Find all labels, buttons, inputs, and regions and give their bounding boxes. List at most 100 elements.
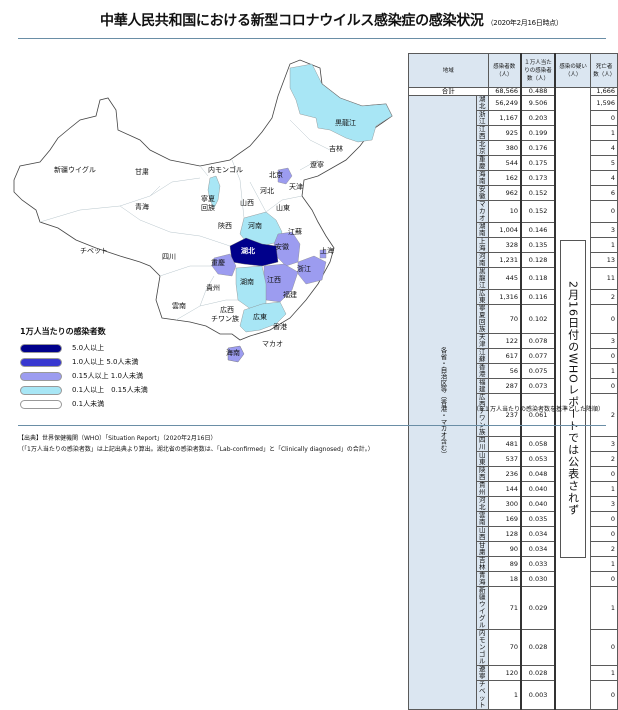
china-map: [0, 44, 405, 374]
per10k-value: 0.028: [520, 629, 557, 667]
province-label: 陝西: [218, 222, 232, 230]
region-heilongjiang: [289, 63, 393, 143]
province-label: 四川: [162, 253, 176, 261]
header-cases: 感染者数（人）: [487, 53, 522, 88]
cases-value: 144: [487, 481, 522, 498]
region-name: 福建: [476, 378, 489, 395]
table-body: 合計 68,566 0.488 2月16日付のWHOレポートでは公表されず 1,…: [408, 86, 618, 710]
province-label: 遼寧: [310, 161, 324, 169]
province-label: 河南: [248, 222, 262, 230]
per10k-value: 0.034: [520, 526, 557, 543]
deaths-value: 0: [590, 526, 618, 543]
per10k-value: 0.033: [520, 556, 557, 573]
title-date: （2020年2月16日時点）: [486, 19, 563, 27]
region-name: 湖南: [476, 222, 489, 239]
legend-row: 0.1人以上 0.15人未満: [20, 383, 148, 397]
region-name: 河南: [476, 252, 489, 269]
per10k-value: 0.077: [520, 348, 557, 365]
region-hubei: [229, 237, 279, 267]
cases-value: 544: [487, 155, 522, 172]
cases-value: 481: [487, 436, 522, 453]
per10k-value: 0.053: [520, 451, 557, 468]
header-per10k: １万人当たりの感染者数（人）: [520, 53, 557, 88]
deaths-value: 1,596: [590, 95, 618, 112]
title-text: 中華人民共和国における新型コロナウイルス感染症の感染状況: [100, 13, 484, 29]
deaths-value: 0: [590, 348, 618, 365]
per10k-value: 0.048: [520, 466, 557, 483]
legend-label: 0.1人未満: [72, 400, 105, 408]
cases-value: 962: [487, 185, 522, 202]
deaths-value: 1: [590, 481, 618, 498]
header-suspected: 感染の疑い（人）: [554, 53, 592, 88]
per10k-value: 0.073: [520, 378, 557, 395]
province-label: 黒龍江: [335, 119, 356, 127]
per10k-value: 0.173: [520, 170, 557, 187]
legend-title: 1万人当たりの感染者数: [20, 327, 106, 336]
legend-swatch-level1: [20, 343, 62, 353]
group-label: 各省・自治区等（香港・マカオ含む）: [439, 346, 447, 458]
deaths-value: 4: [590, 170, 618, 187]
region-zhejiang: [297, 255, 327, 285]
region-name: 吉林: [476, 556, 489, 573]
per10k-value: 0.030: [520, 571, 557, 588]
region-name: チベット: [476, 680, 489, 710]
region-name: 黒龍江: [476, 267, 489, 291]
region-name: 遼寧: [476, 665, 489, 682]
legend-swatch-level4: [20, 385, 62, 395]
province-label: 河北: [260, 187, 274, 195]
region-name: 広東: [476, 289, 489, 306]
deaths-value: 0: [590, 680, 618, 710]
region-name: 重慶: [476, 155, 489, 172]
region-name: 北京: [476, 140, 489, 157]
table-row: 天津 122 0.078 3: [409, 333, 618, 350]
deaths-value: 0: [590, 304, 618, 335]
region-name: 寧夏回族: [476, 304, 489, 335]
table-row: 黒龍江 445 0.118 11: [409, 267, 618, 291]
table-row: 広東 1,316 0.116 2: [409, 289, 618, 306]
deaths-value: 5: [590, 155, 618, 172]
table-row: 江蘇 617 0.077 0: [409, 348, 618, 365]
province-label: 山東: [276, 204, 290, 212]
province-label: 吉林: [329, 145, 343, 153]
suspected-cell: 2月16日付のWHOレポートでは公表されず: [554, 86, 592, 710]
region-name: 内モンゴル: [476, 629, 489, 667]
province-label: 湖南: [240, 278, 254, 286]
province-label: チワン族: [211, 315, 239, 323]
cases-value: 537: [487, 451, 522, 468]
header-region: 地域: [408, 53, 489, 88]
total-label: 合計: [408, 86, 489, 97]
deaths-value: 2: [590, 541, 618, 558]
total-cases: 68,566: [487, 86, 522, 97]
region-name: 陝西: [476, 466, 489, 483]
cases-value: 1,316: [487, 289, 522, 306]
province-label: 湖北: [241, 247, 255, 255]
deaths-value: 13: [590, 252, 618, 269]
total-deaths: 1,666: [590, 86, 618, 97]
country-outline: [13, 59, 393, 341]
per10k-value: 0.118: [520, 267, 557, 291]
province-label: 安徽: [275, 243, 289, 251]
table-row: 河南 1,231 0.128 13: [409, 252, 618, 269]
per10k-value: 9.506: [520, 95, 557, 112]
cases-value: 122: [487, 333, 522, 350]
province-label: 福建: [283, 291, 297, 299]
region-name: 雲南: [476, 511, 489, 528]
per10k-value: 0.128: [520, 252, 557, 269]
per10k-value: 0.029: [520, 586, 557, 631]
region-beijing: [277, 167, 293, 185]
deaths-value: 1: [590, 665, 618, 682]
region-name: 山東: [476, 451, 489, 468]
internal-borders: [39, 119, 331, 321]
deaths-value: 2: [590, 393, 618, 438]
province-label: 天津: [289, 183, 303, 191]
province-label: 香港: [273, 323, 287, 331]
deaths-value: 3: [590, 222, 618, 239]
province-label: 山西: [240, 199, 254, 207]
per10k-value: 0.135: [520, 237, 557, 254]
per10k-value: 0.152: [520, 185, 557, 202]
region-name: 香港: [476, 363, 489, 380]
cases-value: 380: [487, 140, 522, 157]
suspected-note: 2月16日付のWHOレポートでは公表されず: [560, 239, 587, 558]
legend-row: 1.0人以上 5.0人未満: [20, 355, 148, 369]
cases-value: 236: [487, 466, 522, 483]
